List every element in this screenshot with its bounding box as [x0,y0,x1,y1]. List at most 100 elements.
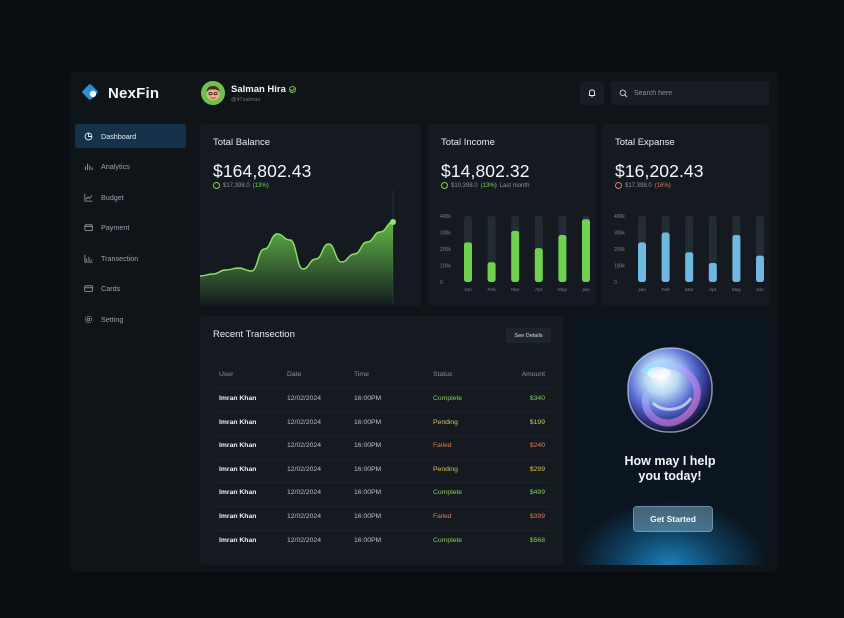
expense-bar-may[interactable] [732,234,741,282]
expense-bar-mar[interactable] [685,252,694,282]
cell-date: 12/02/2024 [287,418,322,426]
table-row[interactable] [213,435,551,459]
sidebar-item-setting[interactable]: Setting [75,307,186,331]
y-tick-label: 200k [614,247,625,253]
bar-chart-icon [84,163,93,171]
balance-change-value: $17,398.0 [223,182,250,189]
see-details-button[interactable]: See Details [506,328,551,343]
nexfin-logo-icon [82,84,98,100]
income-bar-jun[interactable] [582,219,590,282]
expense-change-pct: (16%) [654,182,671,189]
sidebar-item-label: Transection [101,253,139,263]
get-started-button[interactable]: Get Started [633,506,713,532]
table-row[interactable] [213,482,551,506]
cell-user: Imran Khan [219,418,257,426]
gear-icon [84,315,93,323]
income-bar-apr[interactable] [534,248,543,282]
cell-status: Failed [433,513,452,520]
table-row[interactable] [213,459,551,483]
sidebar-item-label: Dashboard [101,131,137,141]
y-tick-label: 0 [614,280,617,286]
sidebar-item-cards[interactable]: Cards [75,277,186,301]
row-divider [213,506,551,507]
expense-bar-feb[interactable] [661,232,670,283]
x-tick-label: Jun [582,287,590,293]
table-row[interactable] [213,530,551,554]
table-row[interactable] [213,388,551,412]
y-tick-label: 0 [440,280,443,286]
sidebar-item-dashboard[interactable]: Dashboard [75,124,186,148]
cell-time: 16:00PM [354,489,382,497]
card-title: Total Balance [213,137,271,148]
notifications-button[interactable] [580,81,604,105]
expense-change: $17,398.0 (16%) [615,182,671,189]
balance-change: $17,398.0 (13%) [213,182,269,189]
cell-user: Imran Khan [219,489,257,497]
income-bar-may[interactable] [558,234,567,282]
search-box[interactable] [611,81,769,105]
x-tick-label: Jan [464,287,472,293]
cell-amount: $568 [529,536,545,544]
sidebar-item-transection[interactable]: Transection [75,246,186,270]
income-bar-feb[interactable] [487,262,496,282]
income-bar-chart: 400k 300k 200k 100k 0 Jan Feb Mar Apr May Jun [440,214,590,293]
expense-bar-apr[interactable] [708,263,717,282]
cell-status: Pending [433,418,458,426]
column-header-time: Time [354,371,369,378]
x-tick-label: Jan [638,287,646,293]
card-title: Total Income [441,137,495,148]
balance-last-point[interactable] [390,219,396,225]
y-tick-label: 300k [440,231,451,237]
expense-bar-jun[interactable] [756,255,764,282]
x-tick-label: May [558,287,568,293]
sidebar-item-budget[interactable]: Budget [75,185,186,209]
income-bar-mar[interactable] [511,230,520,282]
brand-logo[interactable]: NexFin [82,84,159,102]
user-name: Salman Hira [231,84,296,95]
user-name-text: Salman Hira [231,83,286,95]
balance-change-pct: (13%) [252,182,269,189]
y-tick-label: 100k [614,264,625,270]
x-tick-label: Apr [709,287,717,293]
sidebar-item-label: Setting [101,314,124,324]
cell-status: Complete [433,489,463,497]
row-divider [213,482,551,484]
cell-user: Imran Khan [219,442,257,450]
table-row[interactable] [213,412,551,436]
line-chart-icon [84,193,93,202]
y-tick-label: 400k [614,214,625,220]
balance-area-chart [200,190,396,304]
card-title: Recent Transection [213,329,295,340]
income-change-pct: (13%) [480,182,497,189]
x-tick-label: Mar [511,287,520,293]
balance-area-line [200,221,394,277]
row-divider [213,388,551,389]
column-header-user: User [219,371,234,378]
card-icon [84,285,93,292]
user-profile[interactable]: Salman Hira @47salman [201,81,296,105]
verified-icon [288,85,296,93]
income-bar-jan[interactable] [464,242,472,282]
row-divider [213,411,551,413]
row-divider [213,458,551,460]
sidebar-item-payment[interactable]: Payment [75,216,186,240]
cell-time: 16:00PM [354,395,382,402]
cell-date: 12/02/2024 [287,395,322,402]
balance-amount: $164,802.43 [213,161,312,181]
x-tick-label: Mar [685,287,694,293]
sidebar-item-analytics[interactable]: Analytics [75,155,186,179]
assistant-prompt-line1: How may I help [624,454,716,468]
table-row[interactable] [213,506,551,530]
balance-area-fill [200,222,393,304]
card-title: Total Expanse [615,137,675,148]
row-divider [213,529,551,531]
search-input[interactable] [634,89,764,97]
expense-bar-jan[interactable] [638,242,646,282]
avatar[interactable] [201,81,225,105]
user-handle: @47salman [231,96,261,103]
brand-name: NexFin [108,84,160,102]
cell-status: Pending [433,465,458,473]
cell-amount: $399 [529,513,545,520]
y-tick-label: 200k [440,247,451,253]
cell-date: 12/02/2024 [287,513,322,520]
